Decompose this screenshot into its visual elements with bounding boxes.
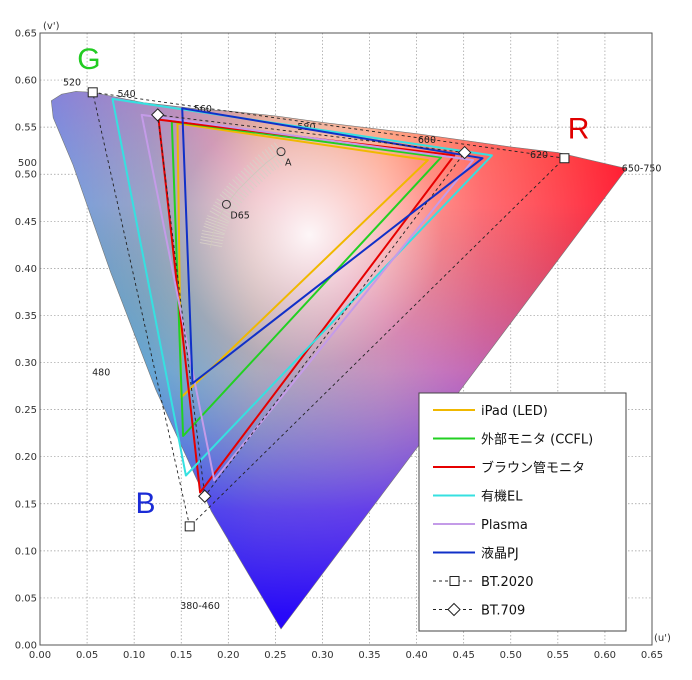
x-tick-label: 0.65 [641, 650, 663, 661]
gamut-triangle [140, 113, 475, 482]
y-extra-tick-label: 500 [18, 158, 37, 169]
y-tick-label: 0.45 [15, 217, 37, 228]
legend-label: iPad (LED) [481, 404, 548, 419]
primary-label: G [77, 43, 100, 76]
gamut-triangle [157, 114, 466, 497]
y-tick-label: 0.50 [15, 170, 37, 181]
x-tick-label: 0.50 [500, 650, 522, 661]
bt709-marker [150, 108, 165, 122]
x-tick-label: 0.20 [217, 650, 239, 661]
plot-frame [39, 32, 653, 646]
y-tick-label: 0.25 [15, 405, 37, 416]
x-tick-label: 0.10 [123, 650, 145, 661]
legend-label: 有機EL [481, 490, 523, 505]
gamut-triangle [170, 120, 443, 437]
legend-marker-diamond [447, 602, 461, 617]
gamut-triangles [87, 87, 570, 532]
y-tick-label: 0.05 [15, 593, 37, 604]
planckian-locus-band [199, 142, 289, 248]
bt2020-marker [87, 87, 98, 98]
legend-label: Plasma [481, 518, 528, 533]
legend-label: BT.2020 [481, 575, 534, 590]
x-tick-label: 0.25 [264, 650, 286, 661]
legend-label: 液晶PJ [481, 547, 519, 562]
x-axis-label: (u') [654, 633, 671, 644]
y-tick-label: 0.10 [15, 546, 37, 557]
legend-box [418, 392, 627, 632]
wavelength-label: 600 [418, 135, 436, 146]
y-tick-label: 0.00 [15, 641, 37, 652]
bt2020-marker [559, 153, 570, 164]
bt2020-marker [184, 521, 195, 532]
primary-label: B [135, 487, 155, 520]
gamut-triangle [176, 122, 429, 399]
legend-marker-square [449, 576, 460, 586]
x-tick-label: 0.00 [29, 650, 51, 661]
x-tick-label: 0.30 [311, 650, 333, 661]
white-points: A D65 [221, 147, 292, 221]
white-point-label: A [285, 158, 292, 169]
bt709-marker [198, 489, 212, 503]
planckian-locus-line [210, 151, 282, 248]
x-tick-label: 0.35 [358, 650, 380, 661]
y-tick-label: 0.30 [15, 358, 37, 369]
spectral-locus [50, 91, 628, 630]
y-tick-label: 0.55 [15, 123, 37, 134]
x-tick-label: 0.60 [594, 650, 616, 661]
legend-label: ブラウン管モニタ [481, 460, 585, 476]
white-point-marker [221, 199, 231, 209]
x-tick-label: 0.40 [405, 650, 427, 661]
white-point-label: D65 [230, 210, 249, 221]
wavelength-label: 620 [530, 150, 548, 161]
wavelength-label: 540 [118, 89, 136, 100]
legend-label: BT.709 [481, 604, 525, 619]
y-tick-label: 0.15 [15, 499, 37, 510]
x-tick-label: 0.05 [76, 650, 98, 661]
primary-label: R [568, 112, 590, 145]
y-tick-label: 0.60 [15, 76, 37, 87]
wavelength-label: 560 [194, 104, 212, 115]
bt709-marker [457, 145, 472, 160]
y-axis-label: (v') [43, 21, 60, 32]
wavelength-label: 520 [63, 78, 81, 89]
tick-labels: 0.00 0.05 0.10 0.15 0.20 0.25 0.30 0.35 0.40 0.45… [15, 29, 663, 662]
x-tick-label: 0.45 [453, 650, 475, 661]
legend-label: 外部モニタ (CCFL) [481, 433, 593, 448]
gamut-triangle [181, 107, 484, 385]
wavelength-label: 380-460 [180, 601, 220, 612]
y-tick-label: 0.40 [15, 264, 37, 275]
y-tick-label: 0.65 [15, 29, 37, 40]
gamut-triangle [111, 97, 493, 477]
wavelength-label: 650-750 [622, 163, 662, 174]
white-point-marker [276, 147, 286, 157]
x-tick-label: 0.55 [547, 650, 569, 661]
gamut-triangle [92, 91, 565, 527]
y-tick-label: 0.20 [15, 452, 37, 463]
primary-labels: G R B [77, 43, 589, 520]
x-tick-label: 0.15 [170, 650, 192, 661]
wavelength-label: 480 [92, 368, 110, 379]
y-tick-label: 0.35 [15, 311, 37, 322]
